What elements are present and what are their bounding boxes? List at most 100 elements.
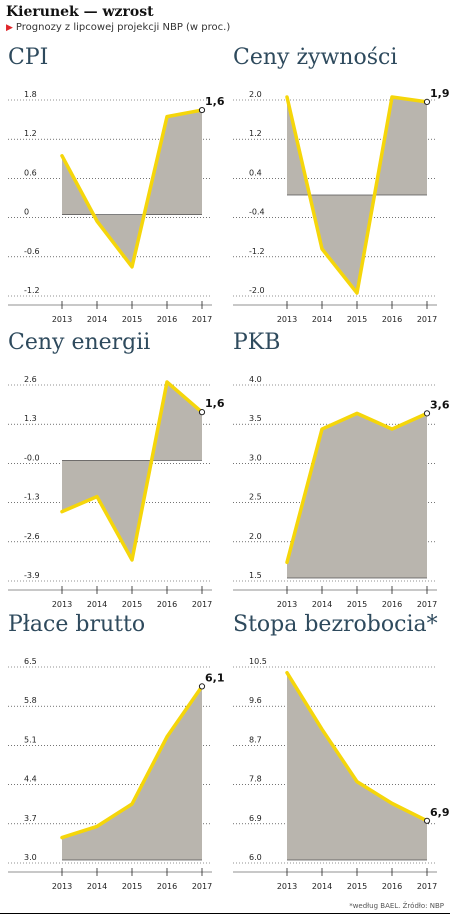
chart-title: Ceny żywności xyxy=(233,45,398,70)
x-tick-label: 2014 xyxy=(312,600,332,609)
x-tick-label: 2013 xyxy=(52,315,72,324)
area-fill xyxy=(62,686,202,860)
data-point xyxy=(198,106,206,114)
x-tick-label: 2015 xyxy=(347,600,367,609)
chart-title: Płace brutto xyxy=(8,612,146,637)
y-tick-label: 0.6 xyxy=(24,168,37,177)
x-tick-label: 2014 xyxy=(312,315,332,324)
x-tick-label: 2017 xyxy=(192,600,212,609)
x-tick-label: 2017 xyxy=(417,882,437,891)
y-tick-label: 4.4 xyxy=(24,775,37,784)
data-point xyxy=(198,683,206,690)
y-tick-label: 6.9 xyxy=(249,814,262,823)
data-label: 1,6 xyxy=(205,95,225,108)
chart-panel-wages: Płace brutto 6.5 5.8 5.1 4.4 3.7 3.0 2013 2014 2… xyxy=(0,612,225,902)
area-fill xyxy=(287,413,427,578)
y-tick-label: -1.3 xyxy=(24,493,40,502)
chart-unemployment: 10.5 9.6 8.7 7.8 6.9 6.0 2013 2014 2015 2016 2017 6… xyxy=(233,657,450,891)
x-tick-label: 2017 xyxy=(192,315,212,324)
y-tick-label: 5.1 xyxy=(24,735,37,744)
y-tick-label: 2.6 xyxy=(24,375,37,384)
x-tick-label: 2014 xyxy=(312,882,332,891)
chart-title: CPI xyxy=(8,45,49,70)
y-tick-label: 5.8 xyxy=(24,696,37,705)
y-tick-label: 1.3 xyxy=(24,414,37,423)
y-tick-label: 6.5 xyxy=(24,657,37,666)
data-label: 1,6 xyxy=(205,397,225,410)
x-tick-label: 2015 xyxy=(122,315,142,324)
series-line xyxy=(60,380,204,562)
x-tick-label: 2013 xyxy=(277,600,297,609)
y-tick-label: 1.2 xyxy=(24,129,37,138)
chart-panel-energy: Ceny energii 2.6 1.3 -0.0 -1.3 -2.6 -3.9 2013 2… xyxy=(0,330,225,620)
x-tick-label: 2013 xyxy=(277,315,297,324)
data-point xyxy=(423,410,431,417)
y-tick-label: 2.0 xyxy=(249,532,262,541)
x-tick-label: 2013 xyxy=(52,600,72,609)
x-tick-label: 2015 xyxy=(122,600,142,609)
x-tick-label: 2017 xyxy=(417,315,437,324)
x-tick-label: 2016 xyxy=(382,600,402,609)
y-tick-label: -1.2 xyxy=(24,286,40,295)
y-tick-label: -1.2 xyxy=(249,247,265,256)
y-tick-label: 10.5 xyxy=(249,657,267,666)
y-tick-label: 6.0 xyxy=(249,853,262,862)
bottom-rule xyxy=(0,913,450,914)
chart-title: Ceny energii xyxy=(8,330,151,355)
series-line xyxy=(285,95,429,295)
x-tick-label: 2016 xyxy=(157,600,177,609)
header: Kierunek — wzrost ▶ Prognozy z lipcowej p… xyxy=(6,3,230,35)
y-tick-label: 3.0 xyxy=(24,853,37,862)
data-point xyxy=(423,98,431,106)
subtitle-text: Prognozy z lipcowej projekcji NBP (w pro… xyxy=(15,22,231,33)
data-point xyxy=(198,409,206,416)
chart-panel-unemployment: Stopa bezrobocia* 10.5 9.6 8.7 7.8 6.9 6.0 201… xyxy=(225,612,450,902)
series-line xyxy=(285,670,429,823)
x-tick-label: 2016 xyxy=(157,882,177,891)
y-tick-label: 7.8 xyxy=(249,775,262,784)
x-tick-label: 2017 xyxy=(417,600,437,609)
chart-title: Stopa bezrobocia* xyxy=(233,612,438,637)
x-tick-label: 2013 xyxy=(52,882,72,891)
chart-panel-cpi: CPI 1.8 1.2 0.6 0 -0.6 -1.2 2013 2014 2015 2016 20… xyxy=(0,45,225,335)
series-line xyxy=(60,108,204,269)
x-tick-label: 2016 xyxy=(382,882,402,891)
y-tick-label: -0.6 xyxy=(24,247,40,256)
data-point xyxy=(423,817,431,824)
data-label: 6,9 xyxy=(430,806,450,819)
chart-wages: 6.5 5.8 5.1 4.4 3.7 3.0 2013 2014 2015 2016 2017 6,… xyxy=(8,657,225,891)
y-tick-label: -0.4 xyxy=(249,208,265,217)
chart-panel-gdp: PKB 4.0 3.5 3.0 2.5 2.0 1.5 2013 2014 2015 2016 20… xyxy=(225,330,450,620)
y-tick-label: 3.5 xyxy=(249,414,262,423)
area-fill xyxy=(287,672,427,860)
x-tick-label: 2014 xyxy=(87,882,107,891)
y-tick-label: 4.0 xyxy=(249,375,262,384)
y-tick-label: -2.6 xyxy=(24,532,40,541)
area-fill xyxy=(62,382,202,560)
x-tick-label: 2013 xyxy=(277,882,297,891)
x-tick-label: 2015 xyxy=(347,315,367,324)
chart-cpi: 1.8 1.2 0.6 0 -0.6 -1.2 2013 2014 2015 2016 2017 1,… xyxy=(8,90,225,324)
page-subtitle: ▶ Prognozy z lipcowej projekcji NBP (w pr… xyxy=(6,21,230,35)
y-tick-label: 3.0 xyxy=(249,453,262,462)
y-tick-label: -3.9 xyxy=(24,571,40,580)
chart-food: 2.0 1.2 0.4 -0.4 -1.2 -2.0 2013 2014 2015 2016 201… xyxy=(233,87,450,324)
chart-energy: 2.6 1.3 -0.0 -1.3 -2.6 -3.9 2013 2014 2015 2016 20… xyxy=(8,375,225,609)
y-tick-label: 0 xyxy=(24,208,29,217)
y-tick-label: -2.0 xyxy=(249,286,265,295)
y-tick-label: 8.7 xyxy=(249,735,262,744)
area-fill xyxy=(62,110,202,267)
data-label: 3,6 xyxy=(430,398,450,411)
x-tick-label: 2014 xyxy=(87,600,107,609)
chart-panel-food: Ceny żywności 2.0 1.2 0.4 -0.4 -1.2 -2.0 2013 2… xyxy=(225,45,450,335)
y-tick-label: 1.8 xyxy=(24,90,37,99)
triangle-icon: ▶ xyxy=(6,23,13,33)
y-tick-label: -0.0 xyxy=(24,453,40,462)
y-tick-label: 1.2 xyxy=(249,129,262,138)
x-tick-label: 2015 xyxy=(122,882,142,891)
data-label: 1,9 xyxy=(430,87,450,100)
series-line xyxy=(60,684,204,840)
y-tick-label: 1.5 xyxy=(249,571,262,580)
chart-title: PKB xyxy=(233,330,281,355)
x-tick-label: 2016 xyxy=(157,315,177,324)
